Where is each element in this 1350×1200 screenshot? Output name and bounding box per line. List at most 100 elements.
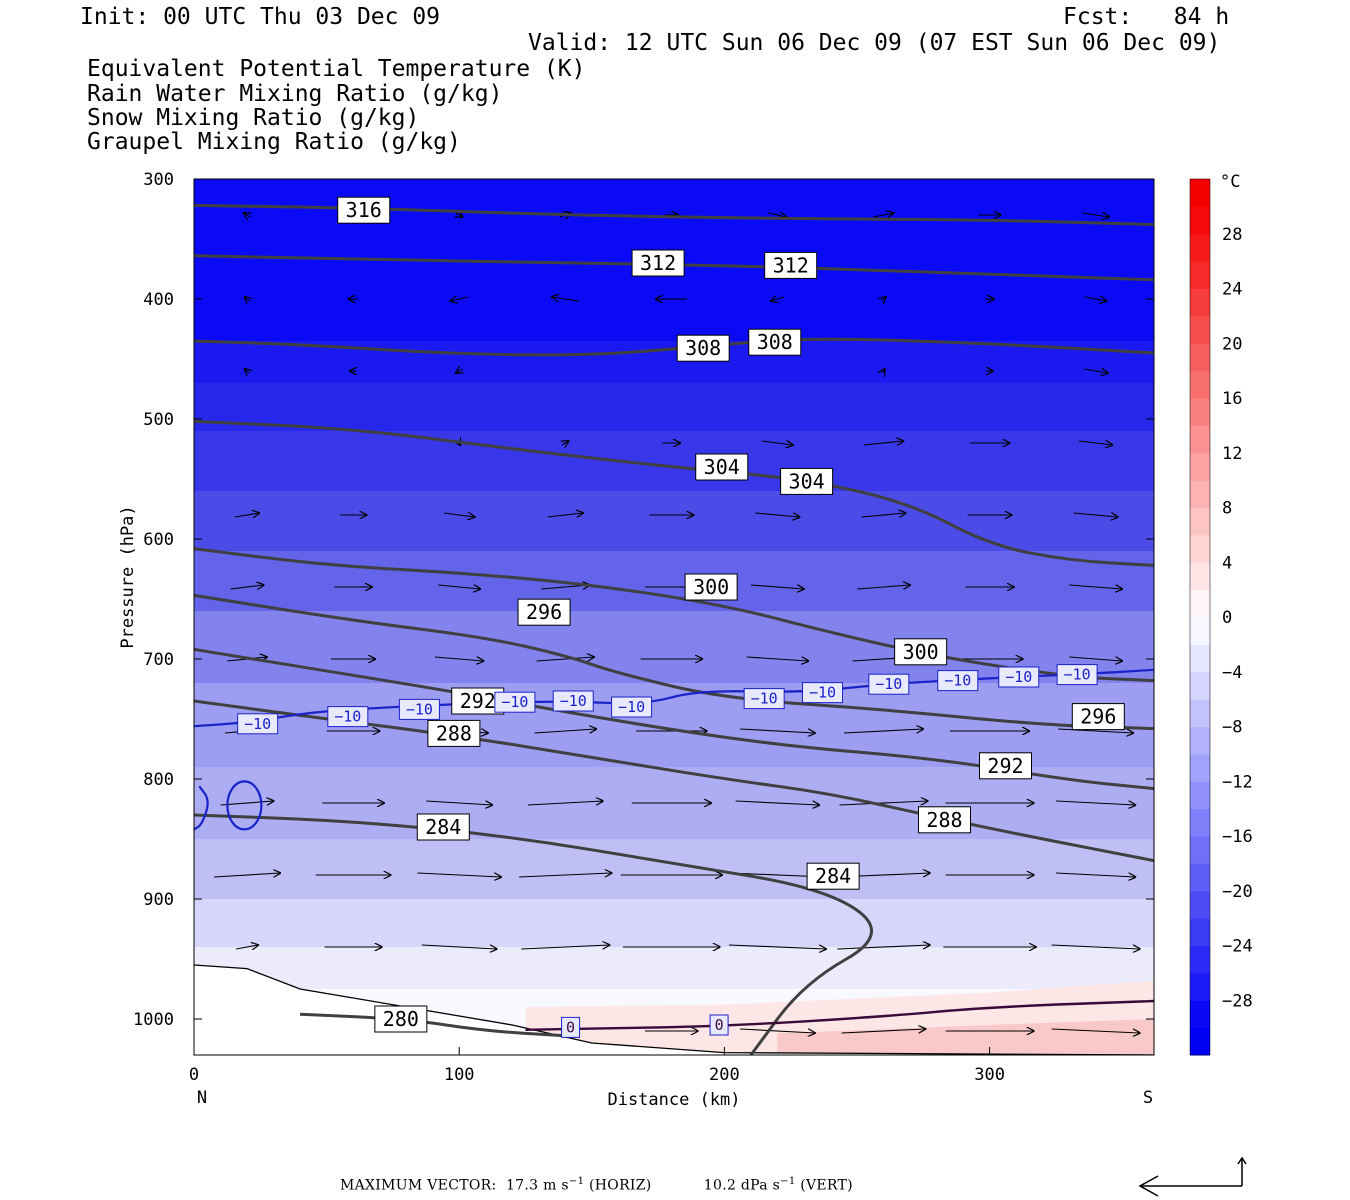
theta-e-label-300: 300 bbox=[684, 573, 738, 601]
theta-e-label-312: 312 bbox=[631, 249, 685, 277]
forecast-hour: Fcst: 84 h bbox=[1063, 4, 1230, 30]
footer-suffix: (VERT) bbox=[795, 1177, 853, 1194]
colorbar-tick-label: 20 bbox=[1222, 334, 1242, 354]
y-tick-label: 500 bbox=[143, 410, 174, 430]
wind-vector bbox=[1051, 944, 1140, 949]
wind-vector bbox=[421, 944, 497, 949]
theta-e-label-text: 312 bbox=[773, 253, 809, 277]
theta-e-label-296: 296 bbox=[517, 598, 571, 626]
y-tick-label: 1000 bbox=[133, 1010, 174, 1030]
temp-label-text: −10 bbox=[334, 708, 361, 726]
colorbar-tick-label: 0 bbox=[1222, 608, 1232, 628]
theta-e-label-text: 300 bbox=[693, 575, 729, 599]
colorbar-swatch bbox=[1190, 370, 1210, 399]
temp-label-text: −10 bbox=[1064, 666, 1091, 684]
wind-vector bbox=[456, 369, 463, 373]
colorbar-swatch bbox=[1190, 452, 1210, 481]
temp-label--10: −10 bbox=[237, 713, 279, 735]
theta-e-label-296: 296 bbox=[1071, 703, 1125, 731]
colorbar-tick-label: −4 bbox=[1222, 663, 1242, 683]
wind-vector bbox=[235, 945, 258, 949]
wind-vector bbox=[521, 945, 609, 950]
theta-e-label-304: 304 bbox=[780, 467, 834, 495]
temp-label--10: −10 bbox=[1056, 664, 1098, 686]
theta-e-label-text: 284 bbox=[425, 815, 461, 839]
y-tick-label: 300 bbox=[143, 170, 174, 190]
wind-vector bbox=[861, 513, 906, 517]
theta-e-label-304: 304 bbox=[695, 453, 749, 481]
colorbar-swatch bbox=[1190, 644, 1210, 673]
colorbar-swatch bbox=[1190, 261, 1210, 289]
theta-e-label-284: 284 bbox=[416, 813, 470, 841]
colorbar-swatch bbox=[1190, 233, 1210, 262]
colorbar-swatch bbox=[1190, 945, 1210, 974]
wind-vector bbox=[244, 213, 251, 217]
temp-label-text: −10 bbox=[944, 672, 971, 690]
colorbar-unit: °C bbox=[1220, 172, 1240, 192]
colorbar-tick-label: −8 bbox=[1222, 718, 1242, 738]
wind-vector bbox=[527, 801, 603, 806]
colorbar-swatch bbox=[1190, 425, 1210, 454]
temperature-fill bbox=[194, 179, 1154, 1055]
colorbar-swatch bbox=[1190, 480, 1210, 508]
theta-e-label-text: 308 bbox=[757, 330, 793, 354]
temp-label-text: −10 bbox=[1005, 668, 1032, 686]
wind-vector bbox=[1082, 213, 1108, 217]
axes: 300 400 500 600 700 800 900 1000 0 100 200 300 N S Dis… bbox=[118, 170, 1154, 1110]
wind-vector bbox=[1084, 297, 1107, 301]
temp-label-text: −10 bbox=[751, 690, 778, 708]
wind-vector bbox=[536, 657, 594, 662]
temp-label-text: 0 bbox=[715, 1016, 724, 1034]
warm-layer-2 bbox=[777, 1019, 1154, 1055]
wind-vector bbox=[1083, 369, 1108, 373]
wind-vector bbox=[1056, 800, 1135, 805]
temp-label-text: −10 bbox=[618, 698, 645, 716]
y-tick-label: 600 bbox=[143, 530, 174, 550]
wind-vector bbox=[234, 513, 259, 517]
x-end-label-right: S bbox=[1143, 1088, 1153, 1108]
wind-vector bbox=[230, 585, 264, 589]
wind-vector bbox=[837, 945, 929, 950]
theta-e-label-text: 292 bbox=[460, 689, 496, 713]
theta-e-label-text: 312 bbox=[640, 251, 676, 275]
footer-exp1: −1 bbox=[568, 1176, 585, 1187]
temp-label--10: −10 bbox=[327, 706, 369, 728]
colorbar-swatch bbox=[1190, 589, 1210, 618]
colorbar-swatch bbox=[1190, 781, 1210, 810]
temp-band bbox=[194, 839, 1154, 900]
temp-label-text: −10 bbox=[875, 675, 902, 693]
legend-graupel: Graupel Mixing Ratio (g/kg) bbox=[87, 129, 461, 155]
colorbar-swatch bbox=[1190, 534, 1210, 563]
theta-e-label-text: 292 bbox=[987, 754, 1023, 778]
wind-vector bbox=[438, 585, 480, 589]
wind-vector bbox=[1056, 872, 1135, 877]
theta-e-label-text: 316 bbox=[346, 198, 382, 222]
temp-band bbox=[194, 383, 1154, 432]
wind-vector bbox=[863, 441, 904, 445]
colorbar-swatch bbox=[1190, 315, 1210, 344]
colorbar-swatch bbox=[1190, 808, 1210, 837]
wind-vector bbox=[417, 872, 501, 877]
legend-theta-e: Equivalent Potential Temperature (K) bbox=[87, 56, 586, 82]
theta-e-label-300: 300 bbox=[894, 638, 948, 666]
wind-vector bbox=[761, 441, 793, 445]
wind-vector bbox=[739, 728, 815, 733]
colorbar-swatch bbox=[1190, 836, 1210, 864]
colorbar: °C 28 24 20 16 12 8 4 0 −4 −8 −12 −16 −20 −24 −28 bbox=[1189, 172, 1253, 1056]
colorbar-swatch bbox=[1190, 507, 1210, 536]
wind-vector bbox=[519, 873, 611, 878]
contour-labels: 316 312 312 308 308 304 304 300 300 296 296 292 292 2… bbox=[237, 196, 1125, 1038]
temp-label-0: 0 bbox=[709, 1014, 729, 1036]
colorbar-swatch bbox=[1190, 726, 1210, 755]
colorbar-swatch bbox=[1190, 1000, 1210, 1029]
wind-vector bbox=[882, 369, 884, 373]
legend-rain-water: Rain Water Mixing Ratio (g/kg) bbox=[87, 81, 503, 107]
wind-vector bbox=[214, 873, 280, 878]
y-axis-label: Pressure (hPa) bbox=[118, 505, 138, 648]
wind-vector bbox=[450, 297, 469, 301]
wind-vector bbox=[746, 656, 809, 661]
theta-e-label-text: 288 bbox=[926, 808, 962, 832]
theta-e-label-280: 280 bbox=[374, 1005, 428, 1033]
theta-e-label-316: 316 bbox=[337, 196, 391, 224]
